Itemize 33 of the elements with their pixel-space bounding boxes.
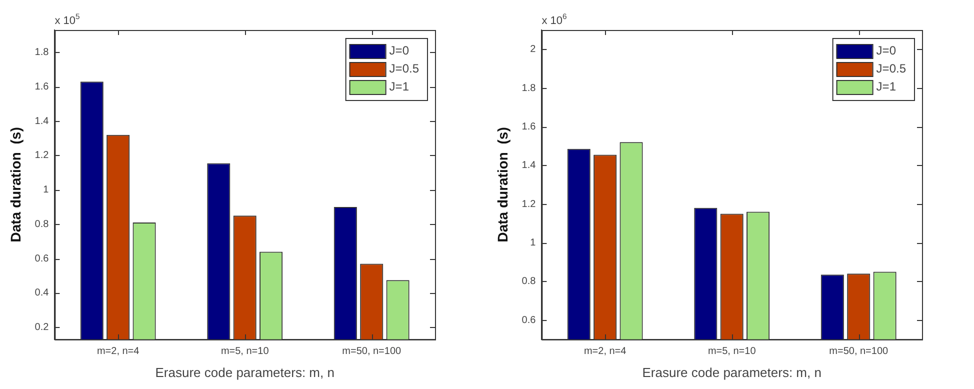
y-tick-label: 1 — [43, 184, 50, 196]
y-tick-label: 1.6 — [34, 81, 50, 92]
y-axis-title: Data duration (s) — [494, 127, 510, 242]
y-tick-label: 0.8 — [34, 218, 50, 230]
x-tick-label: m=50, n=100 — [829, 346, 889, 358]
y-tick-label: 1.4 — [522, 160, 536, 172]
y-tick-label: 1.4 — [34, 116, 50, 127]
x-tick-label: m=2, n=4 — [584, 346, 627, 358]
x-tick-label: m=5, n=10 — [220, 346, 270, 358]
y-tick-label: 1.2 — [34, 150, 50, 162]
x-tick-label: m=5, n=10 — [708, 346, 756, 358]
y-tick-label: 1.2 — [522, 198, 536, 210]
y-tick-label: 0.6 — [34, 253, 50, 264]
legend-label: J=1 — [389, 79, 410, 94]
y-tick-label: 2 — [530, 44, 536, 56]
legend-label: J=0.5 — [389, 61, 420, 76]
y-axis-title: Data duration (s) — [7, 127, 24, 242]
y-tick-label: 1.6 — [522, 121, 536, 132]
legend-label: J=0.5 — [876, 61, 906, 76]
y-tick-label: 1 — [530, 237, 536, 248]
x-tick-label: m=2, n=4 — [96, 346, 140, 358]
y-tick-label: 0.8 — [522, 276, 536, 288]
x-axis-title: Erasure code parameters: m, n — [155, 364, 334, 380]
x-axis-title: Erasure code parameters: m, n — [642, 364, 822, 380]
y-tick-label: 1.8 — [34, 47, 50, 58]
y-tick-label: 0.2 — [34, 322, 50, 334]
y-tick-label: 0.4 — [34, 288, 50, 299]
y-tick-label: 0.6 — [522, 314, 536, 326]
y-tick-label: 1.8 — [522, 82, 536, 94]
x-tick-label: m=50, n=100 — [342, 346, 402, 358]
legend-label: J=0 — [876, 43, 896, 58]
legend-label: J=0 — [389, 43, 410, 58]
legend-label: J=1 — [876, 79, 896, 94]
